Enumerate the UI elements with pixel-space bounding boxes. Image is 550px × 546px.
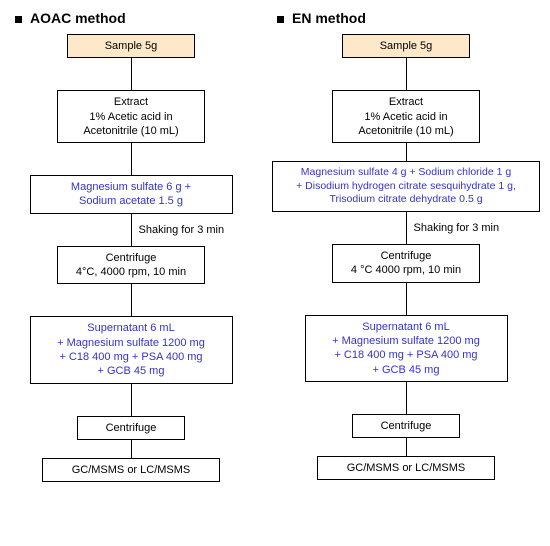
line: Centrifuge [381, 250, 432, 262]
line: Sodium acetate 1.5 g [79, 195, 183, 207]
line: Magnesium sulfate 4 g + Sodium chloride … [301, 166, 511, 178]
en-shake-wrap: Shaking for 3 min [406, 212, 407, 244]
line: + Magnesium sulfate 1200 mg [57, 337, 205, 349]
en-shake-label: Shaking for 3 min [414, 222, 500, 234]
line: + Disodium hydrogen citrate sesquihydrat… [296, 180, 516, 192]
line: Trisodium citrate dehydrate 0.5 g [329, 193, 482, 205]
en-extract-box: Extract 1% Acetic acid in Acetonitrile (… [332, 90, 480, 143]
connector [406, 283, 407, 315]
connector [131, 143, 132, 175]
en-centrifuge-box: Centrifuge 4 °C 4000 rpm, 10 min [332, 244, 480, 283]
aoac-supernatant-box: Supernatant 6 mL + Magnesium sulfate 120… [30, 316, 233, 383]
line: Magnesium sulfate 6 g + [71, 181, 191, 193]
aoac-sample-box: Sample 5g [67, 34, 195, 58]
connector [131, 384, 132, 416]
line: + GCB 45 mg [98, 365, 165, 377]
en-salts-box: Magnesium sulfate 4 g + Sodium chloride … [272, 161, 540, 212]
connector [131, 284, 132, 316]
line: + GCB 45 mg [373, 364, 440, 376]
aoac-centrifuge-box: Centrifuge 4°C, 4000 rpm, 10 min [57, 246, 205, 285]
aoac-header: AOAC method [15, 10, 126, 26]
en-title: EN method [292, 10, 366, 26]
aoac-column: AOAC method Sample 5g Extract 1% Acetic … [10, 10, 252, 482]
aoac-centrifuge2-box: Centrifuge [77, 416, 185, 440]
bullet-icon [277, 16, 284, 23]
connector [406, 382, 407, 414]
line: Extract [389, 96, 423, 108]
connector [131, 214, 132, 246]
connector [406, 143, 407, 161]
line: 4 °C 4000 rpm, 10 min [351, 264, 461, 276]
aoac-shake-label: Shaking for 3 min [139, 224, 225, 236]
aoac-title: AOAC method [30, 10, 126, 26]
en-supernatant-box: Supernatant 6 mL + Magnesium sulfate 120… [305, 315, 508, 382]
en-final-box: GC/MSMS or LC/MSMS [317, 456, 495, 480]
connector [406, 58, 407, 90]
line: Acetonitrile (10 mL) [358, 125, 453, 137]
connector [406, 212, 407, 244]
aoac-final-box: GC/MSMS or LC/MSMS [42, 458, 220, 482]
aoac-extract-box: Extract 1% Acetic acid in Acetonitrile (… [57, 90, 205, 143]
connector [406, 438, 407, 456]
line: Extract [114, 96, 148, 108]
line: + Magnesium sulfate 1200 mg [332, 335, 480, 347]
flowchart-columns: AOAC method Sample 5g Extract 1% Acetic … [10, 10, 540, 482]
line: Supernatant 6 mL [87, 322, 174, 334]
line: 1% Acetic acid in [364, 111, 447, 123]
line: + C18 400 mg + PSA 400 mg [59, 351, 202, 363]
line: 4°C, 4000 rpm, 10 min [76, 266, 186, 278]
line: Acetonitrile (10 mL) [83, 125, 178, 137]
line: Supernatant 6 mL [362, 321, 449, 333]
bullet-icon [15, 16, 22, 23]
aoac-salts-box: Magnesium sulfate 6 g + Sodium acetate 1… [30, 175, 233, 214]
line: 1% Acetic acid in [89, 111, 172, 123]
aoac-shake-wrap: Shaking for 3 min [131, 214, 132, 246]
line: Centrifuge [106, 252, 157, 264]
en-header: EN method [277, 10, 366, 26]
connector [131, 440, 132, 458]
en-column: EN method Sample 5g Extract 1% Acetic ac… [272, 10, 540, 482]
en-centrifuge2-box: Centrifuge [352, 414, 460, 438]
connector [131, 58, 132, 90]
line: + C18 400 mg + PSA 400 mg [334, 349, 477, 361]
en-sample-box: Sample 5g [342, 34, 470, 58]
